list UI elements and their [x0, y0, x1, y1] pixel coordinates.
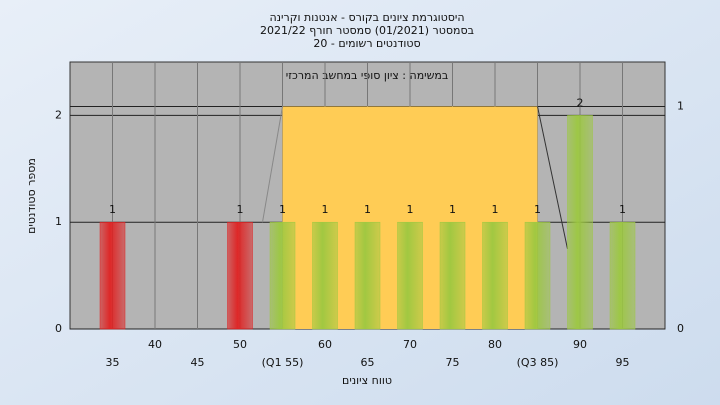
bar	[99, 221, 126, 330]
x-tick-label: 80	[488, 338, 502, 351]
value-label: 1	[279, 203, 286, 216]
value-label: 1	[237, 203, 244, 216]
y-tick-label: 0	[55, 322, 62, 335]
bar	[524, 221, 551, 330]
x-tick-label: 65	[361, 356, 375, 369]
value-label: 1	[109, 203, 116, 216]
x-axis-label: טווח ציונים	[342, 374, 392, 387]
x-tick-label: 45	[191, 356, 205, 369]
x-tick-label: (Q3 85)	[517, 356, 559, 369]
bar	[567, 115, 593, 330]
y-tick-label: 2	[55, 108, 62, 121]
bar	[269, 221, 296, 330]
x-tick-label: 90	[573, 338, 587, 351]
bar	[227, 221, 253, 330]
value-label: 1	[407, 203, 414, 216]
x-tick-label: 35	[106, 356, 120, 369]
bar	[312, 221, 338, 330]
x-tick-label: 75	[446, 356, 460, 369]
bar	[482, 221, 508, 330]
y2-tick-label: 1	[677, 100, 684, 113]
x-tick-label: 60	[318, 338, 332, 351]
value-label: 1	[534, 203, 541, 216]
y-tick-label: 1	[55, 215, 62, 228]
quartile-connector	[262, 106, 283, 223]
value-label: 1	[322, 203, 329, 216]
bar	[397, 221, 423, 330]
value-label: 1	[619, 203, 626, 216]
x-tick-label: 50	[233, 338, 247, 351]
bar	[354, 221, 381, 330]
bar	[439, 221, 466, 330]
x-tick-label: 70	[403, 338, 417, 351]
x-tick-label: 95	[616, 356, 630, 369]
value-label: 1	[492, 203, 499, 216]
value-label: 2	[577, 96, 584, 109]
x-tick-label: 40	[148, 338, 162, 351]
y2-tick-label: 0	[677, 322, 684, 335]
chart-title: בסמסטר (01/2021) סמסטר חורף 2021/22	[260, 24, 474, 37]
value-label: 1	[364, 203, 371, 216]
chart-title: היסטוגרמת ציונים בקורס - אנטנות וקרינה	[269, 11, 464, 24]
chart-title: סטודנטים רשומים - 20	[313, 37, 420, 50]
value-label: 1	[449, 203, 456, 216]
quartile-connector	[537, 106, 568, 250]
bar	[609, 221, 636, 330]
y-axis-label: מספר סטודנטים	[25, 158, 38, 234]
x-tick-label: (Q1 55)	[262, 356, 304, 369]
